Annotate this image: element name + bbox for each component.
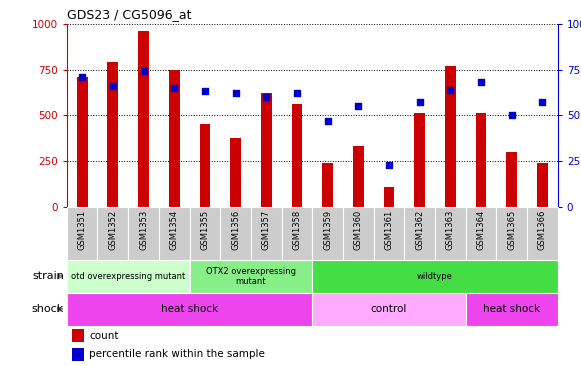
Point (231, 90, 240, 96)
Text: otd overexpressing mutant: otd overexpressing mutant (71, 272, 185, 281)
Point (385, 162, 394, 168)
Bar (189, 260, 313, 293)
Bar (343, 207, 374, 260)
Bar (71, 348, 84, 361)
Text: GSM1360: GSM1360 (354, 209, 363, 250)
Bar (138, 31, 149, 207)
Text: GSM1354: GSM1354 (170, 209, 179, 250)
Bar (199, 124, 210, 207)
Bar (466, 207, 496, 260)
Text: GSM1359: GSM1359 (323, 209, 332, 250)
Bar (128, 207, 159, 260)
Point (200, 89, 210, 94)
Point (476, 79, 486, 85)
Point (170, 85, 179, 91)
Text: GSM1351: GSM1351 (78, 209, 87, 250)
Text: strain: strain (32, 271, 64, 281)
Bar (67, 260, 189, 293)
Bar (67, 293, 313, 326)
Bar (383, 187, 394, 207)
Point (415, 100, 424, 105)
Text: heat shock: heat shock (483, 304, 540, 314)
Text: OTX2 overexpressing
mutant: OTX2 overexpressing mutant (206, 266, 296, 286)
Bar (313, 207, 343, 260)
Bar (261, 93, 272, 207)
Bar (282, 207, 313, 260)
Text: percentile rank within the sample: percentile rank within the sample (89, 349, 265, 359)
Text: count: count (89, 331, 119, 341)
Text: shock: shock (31, 304, 64, 314)
Bar (313, 260, 558, 293)
Point (323, 118, 332, 124)
Bar (67, 207, 98, 260)
Point (139, 68, 148, 74)
Bar (435, 207, 466, 260)
Text: control: control (371, 304, 407, 314)
Bar (230, 138, 241, 207)
Text: GSM1364: GSM1364 (476, 209, 486, 250)
Text: GSM1353: GSM1353 (139, 209, 148, 250)
Bar (292, 104, 302, 207)
Bar (374, 207, 404, 260)
Bar (71, 329, 84, 342)
Bar (77, 77, 88, 207)
Bar (445, 66, 456, 207)
Bar (476, 113, 486, 207)
Bar (353, 146, 364, 207)
Bar (251, 207, 282, 260)
Text: heat shock: heat shock (161, 304, 218, 314)
Text: GSM1357: GSM1357 (262, 209, 271, 250)
Bar (98, 207, 128, 260)
Text: GSM1358: GSM1358 (292, 209, 302, 250)
Bar (496, 207, 527, 260)
Bar (404, 207, 435, 260)
Point (77, 74, 87, 80)
Bar (313, 293, 466, 326)
Text: GSM1352: GSM1352 (108, 209, 117, 250)
Point (538, 100, 547, 105)
Text: GSM1356: GSM1356 (231, 209, 240, 250)
Text: GSM1366: GSM1366 (538, 209, 547, 250)
Bar (507, 152, 517, 207)
Text: GSM1361: GSM1361 (385, 209, 393, 250)
Point (354, 103, 363, 109)
Bar (414, 113, 425, 207)
Point (507, 112, 517, 118)
Point (446, 87, 455, 93)
Text: GSM1363: GSM1363 (446, 209, 455, 250)
Bar (527, 207, 558, 260)
Bar (220, 207, 251, 260)
Bar (169, 70, 180, 207)
Text: GDS23 / CG5096_at: GDS23 / CG5096_at (67, 8, 191, 21)
Text: GSM1365: GSM1365 (507, 209, 517, 250)
Bar (159, 207, 189, 260)
Point (108, 83, 117, 89)
Point (261, 94, 271, 100)
Bar (537, 163, 548, 207)
Text: GSM1355: GSM1355 (200, 209, 209, 250)
Bar (466, 293, 558, 326)
Text: wildtype: wildtype (417, 272, 453, 281)
Bar (189, 207, 220, 260)
Text: GSM1362: GSM1362 (415, 209, 424, 250)
Bar (107, 62, 118, 207)
Point (292, 90, 302, 96)
Bar (322, 163, 333, 207)
